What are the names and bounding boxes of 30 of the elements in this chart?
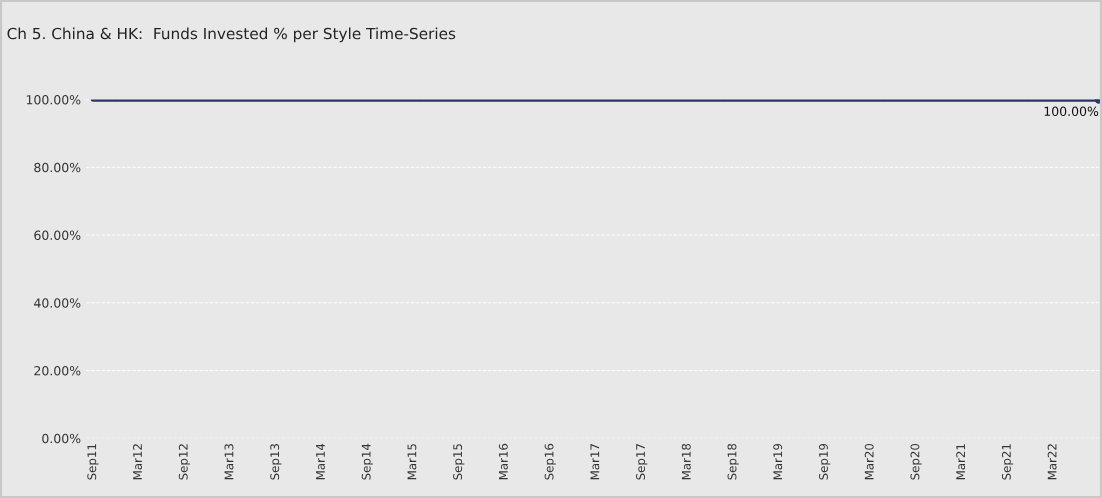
x-tick-label: Mar22 xyxy=(1047,444,1057,480)
x-tick-label: Sep15 xyxy=(453,444,465,480)
x-tick-label: Sep20 xyxy=(910,443,922,480)
chart-title: Ch 5. China & HK: Funds Invested % per Style Time-Series xyxy=(7,27,456,43)
y-tick-label: 0.00% xyxy=(42,433,81,444)
y-tick-label: 80.00% xyxy=(34,162,81,173)
x-tick-label: Sep21 xyxy=(1001,444,1014,480)
x-tick-label: Mar12 xyxy=(133,444,142,480)
y-tick-label: 20.00% xyxy=(34,365,81,376)
x-tick-label: Mar16 xyxy=(498,443,508,480)
x-tick-label: Mar14 xyxy=(316,443,325,480)
x-tick-label: Mar19 xyxy=(773,443,783,480)
x-tick-label: Mar18 xyxy=(681,443,691,480)
x-tick-label: Mar13 xyxy=(224,444,234,480)
x-tick-label: Mar17 xyxy=(590,444,600,480)
x-tick-label: Mar15 xyxy=(407,444,417,480)
x-tick-label: Sep17 xyxy=(636,444,648,480)
x-tick-label: Sep14 xyxy=(361,443,373,480)
x-tick-label: Sep19 xyxy=(819,443,831,480)
x-tick-label: Mar21 xyxy=(956,444,966,480)
y-tick-label: 60.00% xyxy=(34,230,81,240)
data-label: 100.00% xyxy=(1044,106,1099,117)
y-tick-label: 100.00% xyxy=(26,95,81,105)
x-tick-label: Sep11 xyxy=(87,444,99,480)
x-tick-label: Sep12 xyxy=(178,444,190,480)
x-tick-label: Sep13 xyxy=(270,444,282,480)
x-tick-label: Sep18 xyxy=(727,443,739,480)
x-tick-label: Mar20 xyxy=(864,443,874,480)
y-tick-label: 40.00% xyxy=(34,298,81,308)
x-tick-label: Sep16 xyxy=(544,443,556,480)
